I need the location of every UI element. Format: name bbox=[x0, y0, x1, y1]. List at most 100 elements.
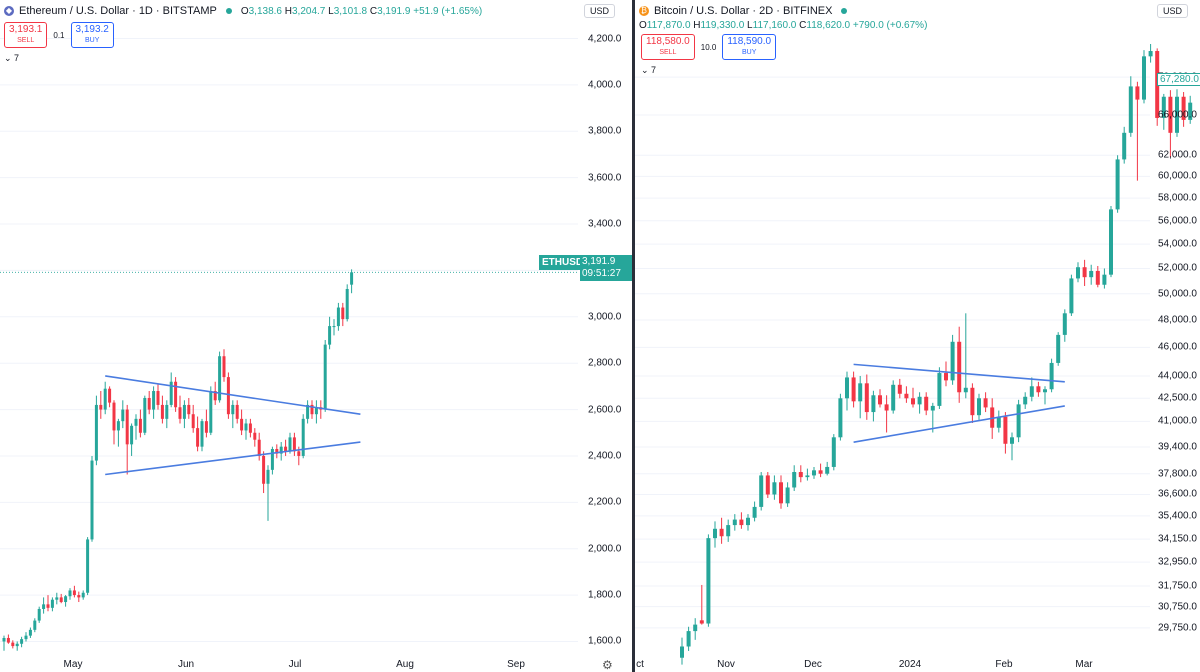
eth-candle-body bbox=[253, 432, 257, 440]
btc-candle-body bbox=[904, 393, 909, 399]
btc-indicators-toggle[interactable]: ⌄ 7 bbox=[641, 65, 657, 75]
market-open-status-icon bbox=[841, 8, 848, 14]
btc-candle-body bbox=[897, 384, 902, 394]
eth-indicators-toggle[interactable]: ⌄ 7 bbox=[4, 53, 20, 63]
eth-candle-body bbox=[116, 421, 120, 431]
eth-candle-body bbox=[270, 448, 274, 470]
btc-time-tick-label: Feb bbox=[995, 659, 1013, 670]
eth-candle-body bbox=[6, 637, 10, 643]
eth-price-tick-label: 1,800.0 bbox=[588, 589, 622, 601]
eth-candle-body bbox=[345, 288, 349, 320]
eth-candle-body bbox=[257, 439, 261, 456]
btc-candle-body bbox=[792, 472, 797, 488]
btc-candle-body bbox=[1148, 51, 1153, 57]
eth-candle-body bbox=[178, 407, 182, 419]
btc-candle-body bbox=[970, 387, 975, 416]
eth-candle-body bbox=[33, 620, 37, 630]
eth-candle-body bbox=[108, 388, 112, 403]
btc-chart-panel[interactable]: ₿ Bitcoin / U.S. Dollar · 2D · BITFINEX … bbox=[635, 0, 1200, 672]
btc-candle-body bbox=[1029, 386, 1034, 397]
btc-ohlc-readout: O117,870.0 H119,330.0 L117,160.0 C118,62… bbox=[639, 20, 928, 31]
eth-price-tick-label: 2,200.0 bbox=[588, 496, 622, 508]
eth-candle-body bbox=[235, 404, 239, 419]
eth-candle-body bbox=[37, 608, 41, 621]
eth-candle-body bbox=[204, 421, 208, 433]
eth-candle-body bbox=[248, 423, 252, 433]
eth-price-tick-label: 4,200.0 bbox=[588, 33, 622, 45]
eth-currency-button[interactable]: USD bbox=[584, 4, 616, 18]
btc-price-tick-label: 30,750.0 bbox=[1158, 601, 1197, 613]
market-open-status-icon bbox=[225, 8, 232, 14]
btc-candle-body bbox=[812, 470, 816, 476]
btc-candle-body bbox=[950, 341, 955, 381]
btc-candle-body bbox=[752, 506, 757, 518]
btc-currency-button[interactable]: USD bbox=[1157, 4, 1189, 18]
btc-candle-body bbox=[845, 377, 849, 399]
btc-sell-button[interactable]: 118,580.0 SELL bbox=[641, 34, 695, 60]
eth-price-tick-label: 2,800.0 bbox=[588, 357, 622, 369]
btc-price-tick-label: 36,600.0 bbox=[1158, 488, 1197, 500]
btc-trendline bbox=[853, 405, 1065, 443]
btc-candle-body bbox=[805, 475, 810, 478]
eth-candle-body bbox=[301, 418, 305, 456]
eth-spread: 0.1 bbox=[53, 30, 65, 40]
btc-candle-body bbox=[1095, 270, 1100, 285]
btc-candle-body bbox=[1062, 313, 1067, 335]
btc-chart-canvas[interactable] bbox=[635, 0, 1200, 672]
eth-buy-button[interactable]: 3,193.2 BUY bbox=[70, 22, 114, 48]
eth-candle-body bbox=[240, 418, 244, 431]
btc-price-tick-label: 52,000.0 bbox=[1158, 262, 1197, 274]
btc-candle-body bbox=[831, 437, 836, 467]
btc-price-tick-label: 50,000.0 bbox=[1158, 288, 1197, 300]
eth-candle-body bbox=[24, 635, 28, 640]
eth-sell-button[interactable]: 3,193.1 SELL bbox=[4, 22, 48, 48]
btc-symbol-title[interactable]: Bitcoin / U.S. Dollar · 2D · BITFINEX bbox=[654, 5, 833, 17]
eth-candle-body bbox=[336, 307, 340, 327]
eth-candle-body bbox=[332, 326, 336, 328]
eth-candle-body bbox=[147, 397, 151, 410]
eth-candle-body bbox=[306, 404, 310, 419]
btc-candle-body bbox=[1082, 267, 1087, 278]
eth-header: ◆ Ethereum / U.S. Dollar · 1D · BITSTAMP… bbox=[4, 5, 482, 17]
eth-symbol-title[interactable]: Ethereum / U.S. Dollar · 1D · BITSTAMP bbox=[19, 5, 217, 17]
btc-candle-body bbox=[706, 538, 711, 624]
eth-symbol-tag: ETHUSD bbox=[539, 255, 587, 270]
eth-candle-body bbox=[86, 539, 90, 593]
panel-divider[interactable] bbox=[632, 0, 635, 672]
eth-price-tick-label: 2,000.0 bbox=[588, 543, 622, 555]
btc-time-tick-label: ct bbox=[636, 659, 644, 670]
eth-candle-body bbox=[218, 356, 222, 401]
eth-chart-panel[interactable]: ◆ Ethereum / U.S. Dollar · 1D · BITSTAMP… bbox=[0, 0, 632, 672]
eth-candle-body bbox=[209, 391, 213, 433]
btc-candle-body bbox=[963, 387, 968, 393]
eth-candle-body bbox=[81, 592, 85, 598]
btc-price-tick-label: 66,000.0 bbox=[1158, 109, 1197, 121]
btc-price-tick-label: 31,750.0 bbox=[1158, 580, 1197, 592]
eth-candle-body bbox=[2, 637, 6, 642]
btc-buy-button[interactable]: 118,590.0 BUY bbox=[722, 34, 777, 60]
btc-candle-body bbox=[1181, 96, 1186, 120]
settings-gear-icon[interactable]: ⚙ bbox=[602, 658, 613, 672]
eth-candle-body bbox=[103, 388, 107, 410]
eth-candle-body bbox=[99, 404, 103, 410]
eth-candle-body bbox=[160, 404, 164, 419]
eth-candle-body bbox=[28, 629, 32, 636]
ethereum-coin-icon: ◆ bbox=[4, 6, 14, 16]
eth-candle-body bbox=[174, 381, 178, 408]
btc-spread: 10.0 bbox=[700, 42, 717, 52]
eth-price-tick-label: 3,800.0 bbox=[588, 125, 622, 137]
btc-candle-body bbox=[957, 341, 962, 393]
eth-candle-body bbox=[125, 409, 129, 445]
btc-candle-body bbox=[891, 384, 896, 411]
eth-chart-canvas[interactable] bbox=[0, 0, 632, 672]
eth-candle-body bbox=[244, 423, 248, 431]
bitcoin-coin-icon: ₿ bbox=[639, 6, 649, 16]
eth-candle-body bbox=[165, 404, 169, 419]
eth-candle-body bbox=[292, 437, 296, 452]
btc-candle-body bbox=[1135, 86, 1140, 100]
btc-price-tick-label: 41,000.0 bbox=[1158, 415, 1197, 427]
eth-candle-body bbox=[196, 428, 200, 447]
btc-candle-body bbox=[1056, 334, 1061, 363]
btc-price-tick-label: 37,800.0 bbox=[1158, 468, 1197, 480]
eth-candle-body bbox=[297, 451, 301, 456]
